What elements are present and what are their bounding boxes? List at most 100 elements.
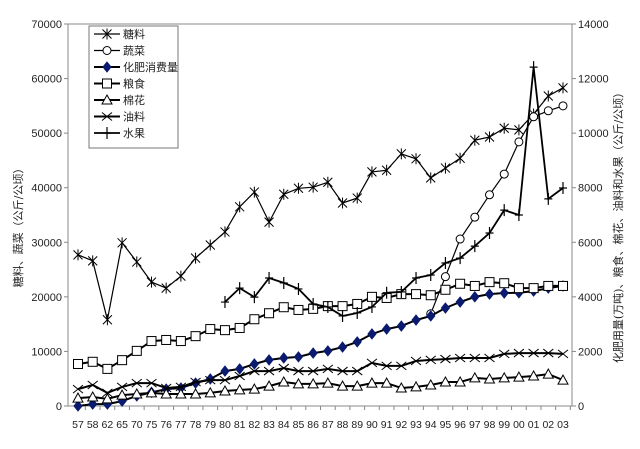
data-point bbox=[455, 278, 466, 289]
x-tick-label: 96 bbox=[454, 419, 466, 431]
data-point bbox=[176, 270, 186, 282]
x-tick-label: 89 bbox=[351, 419, 363, 431]
data-point bbox=[72, 392, 84, 403]
data-point bbox=[337, 197, 348, 209]
data-point bbox=[440, 284, 451, 295]
series-line bbox=[430, 105, 564, 315]
data-point bbox=[424, 378, 437, 390]
data-point bbox=[411, 289, 422, 300]
left-tick-label: 0 bbox=[56, 401, 62, 413]
left-tick-label: 10000 bbox=[31, 346, 62, 358]
legend-item: 油料 bbox=[94, 110, 145, 124]
data-point bbox=[293, 351, 304, 363]
series-3 bbox=[73, 277, 568, 374]
data-point bbox=[322, 364, 334, 374]
right-tick-label: 2000 bbox=[578, 346, 602, 358]
data-point bbox=[263, 380, 275, 391]
data-point bbox=[338, 309, 347, 322]
x-tick-label: 79 bbox=[204, 419, 216, 431]
legend-label: 棉花 bbox=[123, 93, 145, 107]
data-point bbox=[292, 377, 305, 389]
left-tick-label: 70000 bbox=[31, 19, 62, 31]
data-point bbox=[498, 371, 511, 383]
data-point bbox=[454, 375, 466, 387]
data-point bbox=[102, 314, 113, 326]
data-point bbox=[160, 387, 173, 399]
data-point bbox=[279, 276, 288, 289]
data-point bbox=[294, 282, 303, 295]
data-point bbox=[117, 237, 127, 249]
data-point bbox=[558, 82, 568, 94]
data-point bbox=[395, 381, 408, 393]
data-point bbox=[249, 358, 260, 370]
legend-item: 化肥消费量 bbox=[94, 60, 178, 74]
legend-item: 糖料 bbox=[94, 27, 145, 41]
left-tick-label: 30000 bbox=[31, 237, 62, 249]
legend-marker bbox=[102, 78, 112, 89]
data-point bbox=[219, 384, 231, 396]
data-point bbox=[529, 112, 539, 122]
series-line bbox=[77, 373, 564, 400]
data-point bbox=[131, 256, 142, 268]
data-point bbox=[499, 169, 509, 179]
data-point bbox=[381, 164, 392, 176]
x-tick-label: 76 bbox=[160, 419, 172, 431]
data-point bbox=[175, 382, 187, 392]
data-point bbox=[557, 349, 569, 359]
data-point bbox=[146, 276, 157, 288]
data-point bbox=[278, 302, 289, 313]
data-point bbox=[190, 377, 201, 387]
legend-marker bbox=[102, 61, 112, 73]
data-point bbox=[264, 216, 274, 228]
data-point bbox=[484, 288, 495, 300]
data-point bbox=[204, 386, 217, 398]
data-point bbox=[499, 122, 510, 134]
data-point bbox=[160, 383, 172, 393]
data-point bbox=[102, 388, 113, 398]
data-point bbox=[86, 390, 99, 402]
data-point bbox=[235, 282, 244, 295]
series-line bbox=[77, 87, 564, 320]
data-point bbox=[101, 392, 114, 404]
legend-label: 油料 bbox=[123, 110, 145, 124]
legend-item: 蔬菜 bbox=[94, 45, 145, 58]
legend-marker bbox=[103, 127, 111, 139]
data-point bbox=[380, 377, 393, 388]
data-point bbox=[439, 375, 452, 387]
data-point bbox=[323, 345, 333, 357]
series-4 bbox=[72, 368, 569, 404]
data-point bbox=[397, 285, 406, 298]
data-point bbox=[219, 375, 231, 385]
data-point bbox=[411, 153, 421, 165]
x-tick-label: 86 bbox=[307, 419, 319, 431]
data-point bbox=[190, 331, 201, 342]
data-point bbox=[336, 380, 349, 391]
x-tick-label: 80 bbox=[219, 419, 231, 431]
series-line bbox=[224, 67, 564, 317]
data-point bbox=[309, 297, 318, 310]
data-point bbox=[468, 371, 481, 383]
legend-marker bbox=[101, 93, 113, 105]
data-point bbox=[102, 363, 113, 374]
legend-item: 水果 bbox=[94, 127, 145, 140]
x-tick-label: 92 bbox=[395, 419, 407, 431]
legend-marker bbox=[101, 112, 113, 121]
data-point bbox=[189, 387, 202, 399]
x-tick-label: 58 bbox=[87, 419, 99, 431]
data-point bbox=[381, 323, 392, 335]
data-point bbox=[277, 375, 290, 387]
left-axis-title: 糖料、蔬菜（公斤/公顷） bbox=[11, 163, 25, 288]
legend-marker bbox=[102, 46, 112, 55]
data-point bbox=[131, 345, 142, 356]
right-axis-ticks: 0 2000 4000 6000 8000 10000 12000 14000 bbox=[572, 19, 609, 413]
data-point bbox=[440, 354, 451, 364]
data-point bbox=[321, 377, 334, 388]
data-point bbox=[396, 148, 407, 160]
data-point bbox=[249, 366, 260, 376]
series-1 bbox=[426, 101, 568, 319]
x-tick-label: 84 bbox=[278, 419, 290, 431]
data-point bbox=[248, 383, 261, 394]
data-point bbox=[293, 304, 304, 315]
data-point bbox=[410, 380, 422, 392]
data-point bbox=[234, 322, 245, 333]
